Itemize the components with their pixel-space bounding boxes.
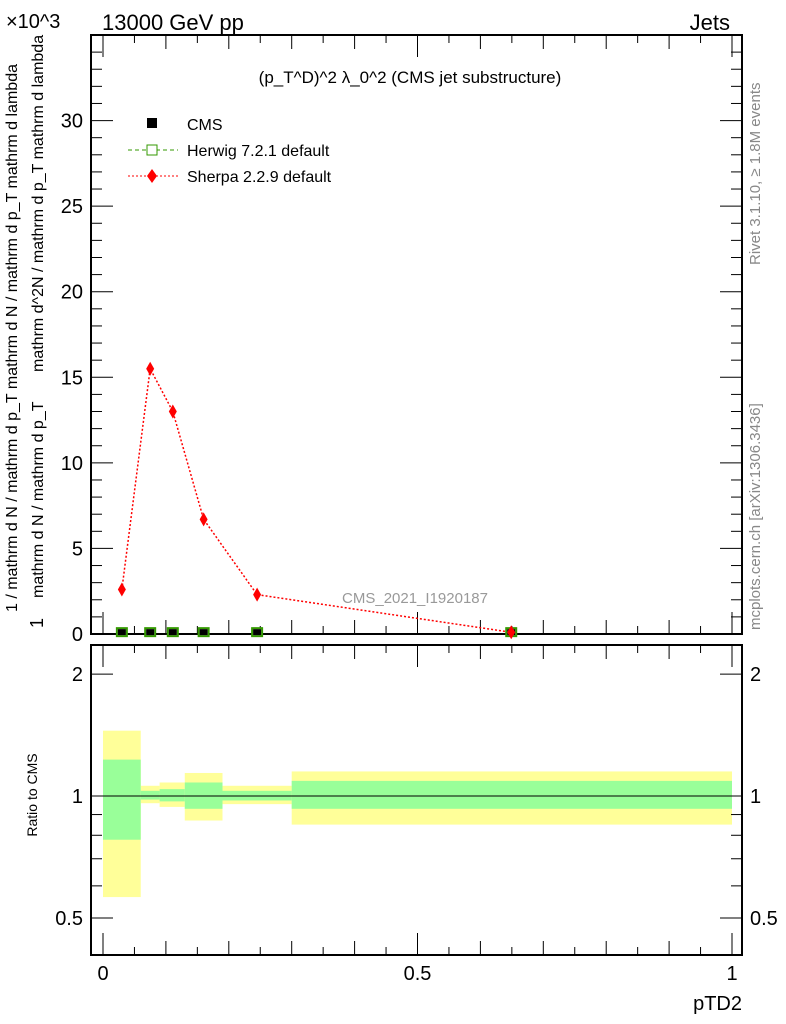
ratio-tick-label-right: 1 — [750, 786, 761, 808]
legend-cms-marker — [147, 118, 157, 128]
y-label: mathrm d^2N / mathrm d p_T mathrm d lamb… — [30, 35, 47, 372]
y-tick-label: 30 — [61, 111, 83, 133]
ratio-tick-label-right: 0.5 — [750, 908, 778, 930]
header-left: 13000 GeV pp — [102, 10, 244, 35]
y-label-top: 1 — [27, 618, 47, 628]
x-tick-label: 0 — [97, 963, 108, 985]
cms-point — [117, 629, 126, 636]
y-multiplier: ×10^3 — [6, 11, 60, 33]
sherpa-point — [199, 512, 208, 527]
side-text-mcplots: mcplots.cern.ch [arXiv:1306.3436] — [747, 403, 764, 630]
sherpa-point — [168, 404, 177, 419]
y-tick-label: 10 — [61, 453, 83, 475]
ratio-stat-band — [140, 790, 160, 800]
legend-herwig-marker — [146, 144, 158, 156]
ratio-tick-label: 0.5 — [55, 908, 83, 930]
sherpa-point — [253, 587, 262, 602]
x-tick-label: 0.5 — [404, 963, 432, 985]
main-frame — [90, 34, 743, 635]
y-tick-label: 20 — [61, 282, 83, 304]
ratio-tick-label-right: 2 — [750, 664, 761, 686]
legend-cms: CMS — [187, 117, 223, 134]
ratio-stat-band — [291, 780, 732, 809]
cms-point — [253, 629, 262, 636]
ratio-frame — [90, 644, 743, 956]
sherpa-line — [121, 366, 512, 634]
y-tick-label: 25 — [61, 196, 83, 218]
legend: CMS Herwig 7.2.1 default Sherpa 2.2.9 de… — [128, 117, 332, 186]
y-label-full: 1 / mathrm d N / mathrm d p_T mathrm d N… — [4, 64, 21, 612]
cms-point — [146, 629, 155, 636]
ratio-tick-label: 2 — [72, 664, 83, 686]
y-tick-label: 15 — [61, 367, 83, 389]
cms-point — [199, 629, 208, 636]
y-tick-label: 0 — [72, 624, 83, 646]
sherpa-point — [146, 361, 155, 376]
x-tick-label: 1 — [726, 963, 737, 985]
sherpa-point — [507, 625, 516, 640]
cms-point — [168, 629, 177, 636]
sherpa-point — [117, 582, 126, 597]
y-label-bottom: mathrm d N / mathrm d p_T — [30, 401, 47, 598]
ratio-stat-band — [159, 789, 185, 802]
side-text-rivet: Rivet 3.1.10, ≥ 1.8M events — [747, 83, 764, 266]
legend-sherpa: Sherpa 2.2.9 default — [187, 169, 332, 186]
legend-herwig: Herwig 7.2.1 default — [187, 143, 330, 160]
y-tick-label: 5 — [72, 538, 83, 560]
plot-title: (p_T^D)^2 λ_0^2 (CMS jet substructure) — [259, 68, 562, 87]
x-label: pTD2 — [693, 993, 742, 1015]
ratio-y-label: Ratio to CMS — [24, 753, 40, 836]
watermark: CMS_2021_I1920187 — [342, 590, 488, 607]
ratio-stat-band — [103, 759, 141, 840]
legend-sherpa-marker — [147, 169, 157, 183]
header-right: Jets — [690, 10, 730, 35]
ratio-tick-label: 1 — [72, 786, 83, 808]
